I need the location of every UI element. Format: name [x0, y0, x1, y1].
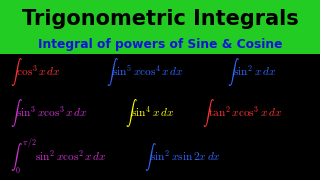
Text: $\int_0^{\pi/2} \sin^2 x \cos^2 x\,dx$: $\int_0^{\pi/2} \sin^2 x \cos^2 x\,dx$ — [10, 137, 107, 176]
Text: $\int \sin^2 x \sin 2x\,dx$: $\int \sin^2 x \sin 2x\,dx$ — [144, 141, 221, 173]
Text: $\int \sin^5 x \cos^4 x\,dx$: $\int \sin^5 x \cos^4 x\,dx$ — [106, 56, 183, 88]
FancyBboxPatch shape — [0, 0, 320, 54]
Text: $\int \tan^2 x \cos^3 x\,dx$: $\int \tan^2 x \cos^3 x\,dx$ — [202, 97, 282, 129]
Text: $\int \sin^4 x\,dx$: $\int \sin^4 x\,dx$ — [125, 97, 174, 129]
Text: Integral of powers of Sine & Cosine: Integral of powers of Sine & Cosine — [38, 38, 282, 51]
Text: Trigonometric Integrals: Trigonometric Integrals — [22, 9, 298, 29]
Text: $\int \sin^2 x\,dx$: $\int \sin^2 x\,dx$ — [227, 56, 276, 88]
Text: $\int \sin^3 x \cos^3 x\,dx$: $\int \sin^3 x \cos^3 x\,dx$ — [10, 97, 87, 129]
Text: $\int \cos^3 x\,dx$: $\int \cos^3 x\,dx$ — [10, 56, 60, 88]
